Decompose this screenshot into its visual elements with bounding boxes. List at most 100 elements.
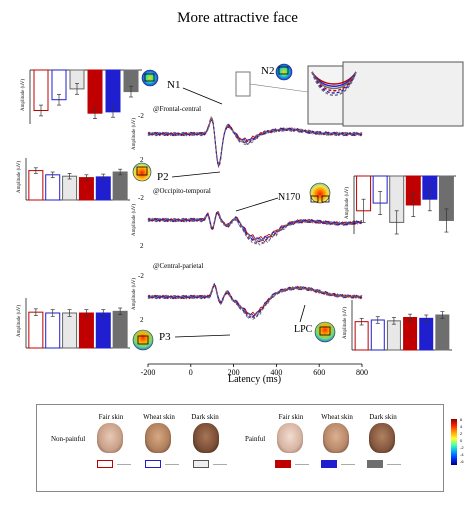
legend-cap-p-dark: Dark skin <box>369 413 397 421</box>
bar-p3-3 <box>78 312 94 349</box>
xtick-label-3: 400 <box>270 368 282 377</box>
bar-p2-1 <box>45 174 61 201</box>
cbar-tick-1: 4 <box>460 424 463 429</box>
erp-line-1-3 <box>147 210 363 244</box>
topomap-n1 <box>141 69 159 87</box>
erp-line-2-2 <box>147 284 363 318</box>
legend-group-painful: Painful <box>245 435 266 443</box>
label-n170: N170 <box>278 192 300 203</box>
zoom-curve-4 <box>311 71 357 94</box>
xtick-label-5: 800 <box>356 368 368 377</box>
n2-zoom-curves <box>311 71 357 96</box>
xtick-label-2: 200 <box>228 368 240 377</box>
swatch-p-dark <box>367 460 383 468</box>
erp-line-0-0 <box>147 118 363 169</box>
bar-p3-2 <box>62 312 78 349</box>
bar-n1-3 <box>87 69 103 114</box>
bar-p2-3 <box>78 177 94 201</box>
face-np-wheat <box>145 423 171 453</box>
bar-p3-5 <box>112 310 128 349</box>
ytick-fc-bottom: 2 <box>140 156 144 164</box>
bar-p3-4 <box>95 312 111 349</box>
xtick-label-1: 0 <box>189 368 193 377</box>
legend-cap-np-wheat: Wheat skin <box>143 413 175 421</box>
bar-n1-4 <box>105 69 121 113</box>
cbar-tick-2: 2 <box>460 431 463 436</box>
figure-title: More attractive face <box>177 10 298 26</box>
latency-axis: -200 0 200 400 600 800 <box>141 363 368 377</box>
bar-lpc-2 <box>386 320 401 351</box>
bar-p2-2 <box>62 175 78 201</box>
face-np-dark <box>193 423 219 453</box>
legend-group-nonpainful: Non-painful <box>51 435 86 443</box>
face-np-fair <box>97 423 123 453</box>
bar-chart-n1: Amplitude (uV) <box>21 69 142 124</box>
bar-ylabel-n1: Amplitude (uV) <box>21 79 26 111</box>
erp-line-2-4 <box>147 282 363 319</box>
erp-line-1-1 <box>147 212 363 241</box>
bar-ylabel-lpc: Amplitude (uV) <box>343 307 348 339</box>
erp-line-0-1 <box>147 117 363 167</box>
legend-cap-np-fair: Fair skin <box>98 413 124 421</box>
bar-chart-p2: Amplitude (uV) <box>17 158 130 201</box>
bar-lpc-5 <box>435 314 450 351</box>
legend-cap-p-wheat: Wheat skin <box>321 413 353 421</box>
erp-waveforms <box>147 115 363 320</box>
label-lpc: LPC <box>294 324 313 335</box>
region-central-parietal: @Central-parietal <box>153 262 203 270</box>
swatch-np-dark <box>193 460 209 468</box>
erp-line-1-0 <box>147 211 363 240</box>
bar-p2-5 <box>112 171 128 201</box>
erp-line-1-5 <box>147 210 362 247</box>
n2-bar-box <box>342 61 464 127</box>
swatch-p-wheat <box>321 460 337 468</box>
erp-line-0-5 <box>147 117 363 167</box>
legend-panel: Non-painful Painful Fair skin Wheat skin… <box>36 404 464 492</box>
erp-line-1-2 <box>147 211 363 242</box>
face-p-dark <box>369 423 395 453</box>
ytick-ot-top: -2 <box>138 194 144 202</box>
bar-p3-1 <box>45 312 61 349</box>
n2-connector <box>249 83 309 93</box>
xaxis-label: Latency (ms) <box>228 374 281 385</box>
bar-charts: Amplitude (uV) Amplitude (uV) Amplitude (u… <box>17 67 460 351</box>
n2-mark-box <box>235 71 251 97</box>
topomap-lpc <box>314 321 336 343</box>
xtick-label-4: 600 <box>313 368 325 377</box>
bar-ylabel-p3: Amplitude (uV) <box>17 305 22 337</box>
ytick-fc-top: -2 <box>138 112 144 120</box>
erp-line-2-0 <box>147 284 363 316</box>
label-p3: P3 <box>159 331 171 343</box>
bar-chart-lpc: Amplitude (uV) <box>343 300 452 351</box>
label-n1: N1 <box>167 79 180 91</box>
face-p-fair <box>277 423 303 453</box>
bar-ylabel-p2: Amplitude (uV) <box>17 161 22 193</box>
bar-chart-n170: Amplitude (uV) <box>345 175 456 235</box>
region-occipito-temporal: @Occipito-temporal <box>153 187 211 195</box>
erp-ylabel-1: Amplitude (uV) <box>132 118 137 150</box>
label-p2: P2 <box>157 171 169 183</box>
erp-ylabel-2: Amplitude (uV) <box>132 204 137 236</box>
xtick-label-0: -200 <box>141 368 156 377</box>
topomap-p3 <box>132 329 154 351</box>
topomap-n170 <box>309 182 331 204</box>
ytick-cp-top: -2 <box>138 272 144 280</box>
legend-cap-p-fair: Fair skin <box>278 413 304 421</box>
bar-p2-4 <box>95 176 111 201</box>
erp-line-0-3 <box>147 118 363 165</box>
topomap-n2 <box>275 63 293 81</box>
erp-line-0-4 <box>147 119 363 167</box>
erp-line-2-1 <box>147 284 363 318</box>
label-n2: N2 <box>261 65 274 77</box>
bar-chart-p3: Amplitude (uV) <box>17 298 130 349</box>
ytick-cp-bottom: 2 <box>140 316 144 324</box>
ytick-ot-bottom: 2 <box>140 242 144 250</box>
bar-p2-0 <box>28 170 44 201</box>
face-p-wheat <box>323 423 349 453</box>
bar-lpc-0 <box>354 321 369 351</box>
topomap-p2 <box>132 162 152 182</box>
region-frontal-central: @Frontal-central <box>153 105 201 113</box>
bar-lpc-4 <box>419 317 434 351</box>
bar-lpc-1 <box>370 319 385 351</box>
bar-ylabel-n170: Amplitude (uV) <box>345 187 350 219</box>
